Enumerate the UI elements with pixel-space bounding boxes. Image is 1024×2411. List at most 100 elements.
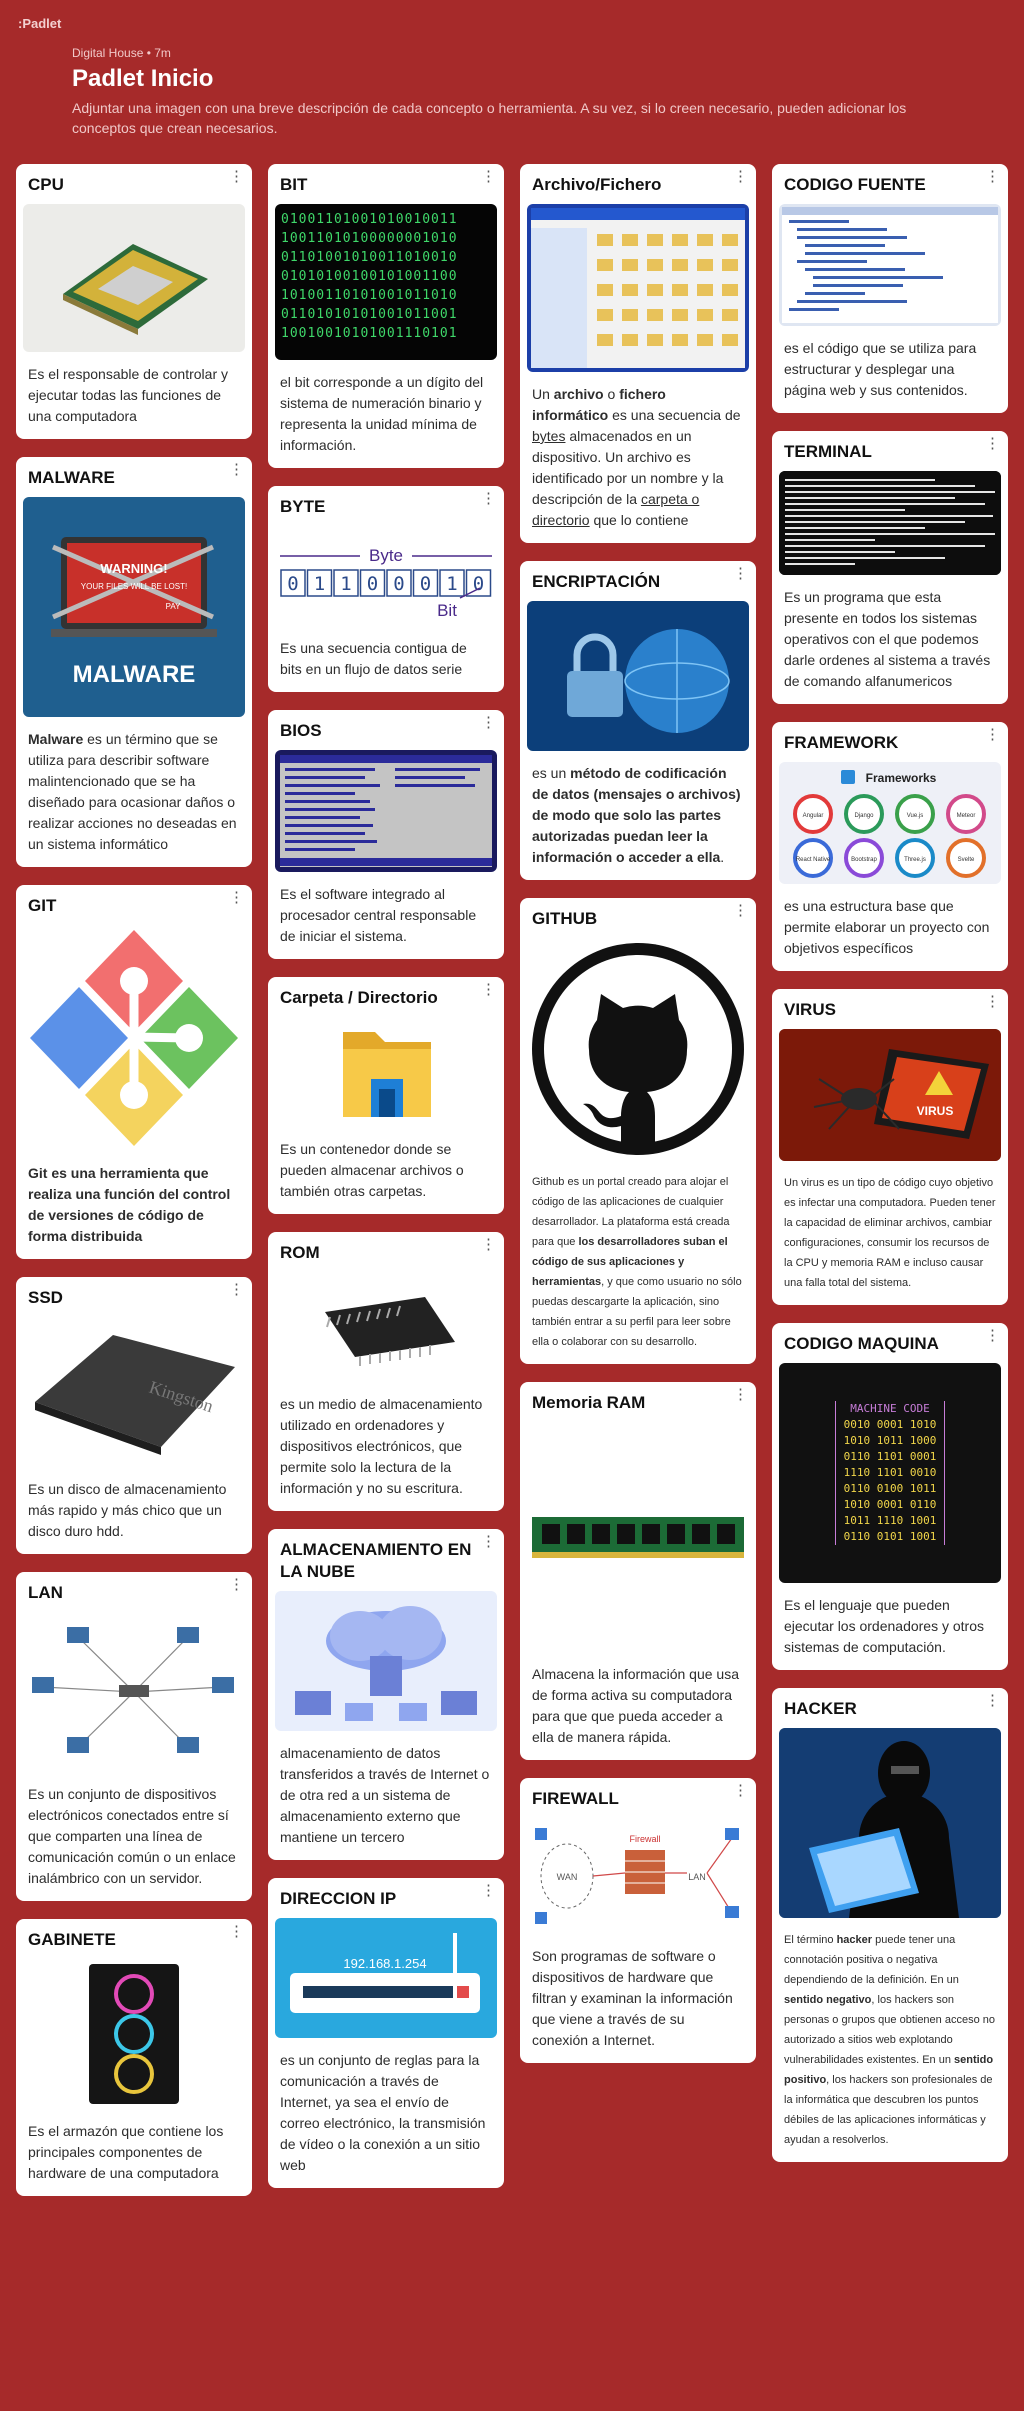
github-icon[interactable] [527,938,749,1160]
post-title: Carpeta / Directorio [280,988,438,1007]
post-menu-icon[interactable]: ⋮ [229,168,244,185]
post-card-codigo-maquina[interactable]: CODIGO MAQUINA ⋮ MACHINE CODE 0010 0001 … [772,1323,1008,1670]
bytes-link[interactable]: bytes [532,428,566,444]
post-image-terminal[interactable] [779,471,1001,575]
framework-badge-label: Bootstrap [851,857,877,863]
post-body: Es un contenedor donde se pueden almacen… [280,1141,464,1199]
post-image-bios[interactable] [275,750,497,872]
post-menu-icon[interactable]: ⋮ [229,1281,244,1298]
post-card-malware[interactable]: MALWARE ⋮ WARNING! YOUR FILES WILL BE LO… [16,457,252,867]
post-card-hacker[interactable]: HACKER ⋮ El término hacker puede tener u… [772,1688,1008,2162]
post-card-gabinete[interactable]: GABINETE ⋮ Es el armazón que contiene lo… [16,1919,252,2196]
post-menu-icon[interactable]: ⋮ [985,435,1000,452]
bit-cell [386,569,412,597]
post-image-rom[interactable] [275,1272,497,1382]
post-card-carpeta[interactable]: Carpeta / Directorio ⋮ Es un contenedor … [268,977,504,1214]
post-menu-icon[interactable]: ⋮ [481,981,496,998]
post-menu-icon[interactable]: ⋮ [985,993,1000,1010]
post-image-git[interactable] [23,925,245,1151]
post-body: Malware es un término que se utiliza par… [28,731,237,852]
post-menu-icon[interactable]: ⋮ [481,1236,496,1253]
post-menu-icon[interactable]: ⋮ [481,490,496,507]
post-menu-icon[interactable]: ⋮ [733,565,748,582]
malware-image-text: MALWARE [73,661,196,688]
post-card-github[interactable]: GITHUB ⋮ Github es un portal creado para… [520,898,756,1364]
post-card-terminal[interactable]: TERMINAL ⋮ Es un programa que esta prese… [772,431,1008,704]
column-2: BIT ⋮ 01001101001010010011 10011010100000… [268,164,504,2206]
framework-image-title: Frameworks [866,771,937,785]
post-image-virus[interactable]: VIRUS [779,1029,1001,1161]
post-menu-icon[interactable]: ⋮ [229,1923,244,1940]
firewall-wan: WAN [557,1872,578,1882]
post-menu-icon[interactable]: ⋮ [733,1386,748,1403]
post-title: VIRUS [784,1000,836,1019]
framework-badge-label: Vue.js [907,813,923,819]
post-menu-icon[interactable]: ⋮ [985,1327,1000,1344]
folder-icon[interactable] [275,1017,497,1127]
framework-badge-label: Svelte [958,857,975,863]
post-menu-icon[interactable]: ⋮ [229,461,244,478]
post-image-cpu[interactable] [23,204,245,352]
post-image-ram[interactable] [527,1422,749,1652]
post-menu-icon[interactable]: ⋮ [481,714,496,731]
machine-code-row: 1010 0001 0110 [843,1498,937,1511]
post-image-gabinete[interactable] [23,1959,245,2109]
padlet-logo[interactable]: :Padlet [18,16,62,31]
post-image-malware[interactable]: WARNING! YOUR FILES WILL BE LOST! PAY MA… [23,497,245,717]
post-title: MALWARE [28,468,115,487]
post-card-rom[interactable]: ROM ⋮ es un medio de almacenamiento util… [268,1232,504,1511]
post-image-hacker[interactable] [779,1728,1001,1918]
post-card-archivo[interactable]: Archivo/Fichero ⋮ Un archivo o fichero i… [520,164,756,543]
post-card-virus[interactable]: VIRUS ⋮ VIRUS Un virus es un tipo de cód… [772,989,1008,1305]
post-card-cpu[interactable]: CPU ⋮ Es el responsable de controlar y e… [16,164,252,439]
post-image-lan[interactable] [23,1612,245,1772]
post-menu-icon[interactable]: ⋮ [229,1576,244,1593]
post-menu-icon[interactable]: ⋮ [985,726,1000,743]
post-body: Son programas de software o dispositivos… [532,1948,733,2048]
post-body: el bit corresponde a un dígito del siste… [280,374,484,453]
post-menu-icon[interactable]: ⋮ [733,902,748,919]
post-image-framework[interactable]: Frameworks Angular Django Vue.js Meteor Reac… [779,762,1001,884]
post-card-codigo-fuente[interactable]: CODIGO FUENTE ⋮ es el código que se util… [772,164,1008,413]
post-menu-icon[interactable]: ⋮ [481,168,496,185]
post-image-codigo-maquina[interactable]: MACHINE CODE 0010 0001 1010 1010 1011 100… [779,1363,1001,1583]
post-body: Es el software integrado al procesador c… [280,886,477,944]
post-card-ip[interactable]: DIRECCION IP ⋮ 192.168.1.254 es un conju… [268,1878,504,2188]
machine-code-row: 0110 1101 0001 [843,1450,937,1463]
bit-value: 1 [314,573,325,595]
post-card-bit[interactable]: BIT ⋮ 01001101001010010011 10011010100000… [268,164,504,468]
post-title: ROM [280,1243,320,1262]
post-card-git[interactable]: GIT ⋮ Git es una herramienta que realiza… [16,885,252,1259]
post-card-lan[interactable]: LAN ⋮ Es un conjunto de dispositivos ele… [16,1572,252,1901]
post-card-nube[interactable]: ALMACENAMIENTO EN LA NUBE ⋮ almacenamien… [268,1529,504,1860]
post-image-firewall[interactable]: WAN Firewall LAN [527,1818,749,1934]
post-image-bit[interactable]: 01001101001010010011 10011010100000001010… [275,204,497,360]
post-card-ssd[interactable]: SSD ⋮ Kingston Es un disco de almacenami… [16,1277,252,1554]
post-menu-icon[interactable]: ⋮ [985,1692,1000,1709]
post-menu-icon[interactable]: ⋮ [481,1533,496,1550]
post-menu-icon[interactable]: ⋮ [481,1882,496,1899]
post-card-encriptacion[interactable]: ENCRIPTACIÓN ⋮ es un método de codificac… [520,561,756,880]
post-card-bios[interactable]: BIOS ⋮ Es el software integrado al proce… [268,710,504,959]
post-image-codigo-fuente[interactable] [779,204,1001,326]
post-image-ssd[interactable]: Kingston [23,1317,245,1467]
post-image-archivo[interactable] [527,204,749,372]
bit-cell [306,569,333,597]
post-menu-icon[interactable]: ⋮ [733,168,748,185]
post-menu-icon[interactable]: ⋮ [733,1782,748,1799]
post-card-firewall[interactable]: FIREWALL ⋮ WAN Firewall LAN Son programa… [520,1778,756,2063]
carpeta-link[interactable]: carpeta o directorio [532,491,700,528]
post-image-encriptacion[interactable] [527,601,749,751]
post-card-framework[interactable]: FRAMEWORK ⋮ Frameworks Angular Django Vue.… [772,722,1008,971]
post-body: Git es una herramienta que realiza una f… [28,1165,231,1244]
post-title: CODIGO MAQUINA [784,1334,939,1353]
post-menu-icon[interactable]: ⋮ [985,168,1000,185]
post-body: Es el armazón que contiene los principal… [28,2123,224,2181]
post-image-ip[interactable]: 192.168.1.254 [275,1918,497,2038]
post-card-ram[interactable]: Memoria RAM ⋮ Almacena la información qu… [520,1382,756,1760]
post-image-nube[interactable] [275,1591,497,1731]
post-menu-icon[interactable]: ⋮ [229,889,244,906]
framework-badge-label: Django [854,813,874,819]
